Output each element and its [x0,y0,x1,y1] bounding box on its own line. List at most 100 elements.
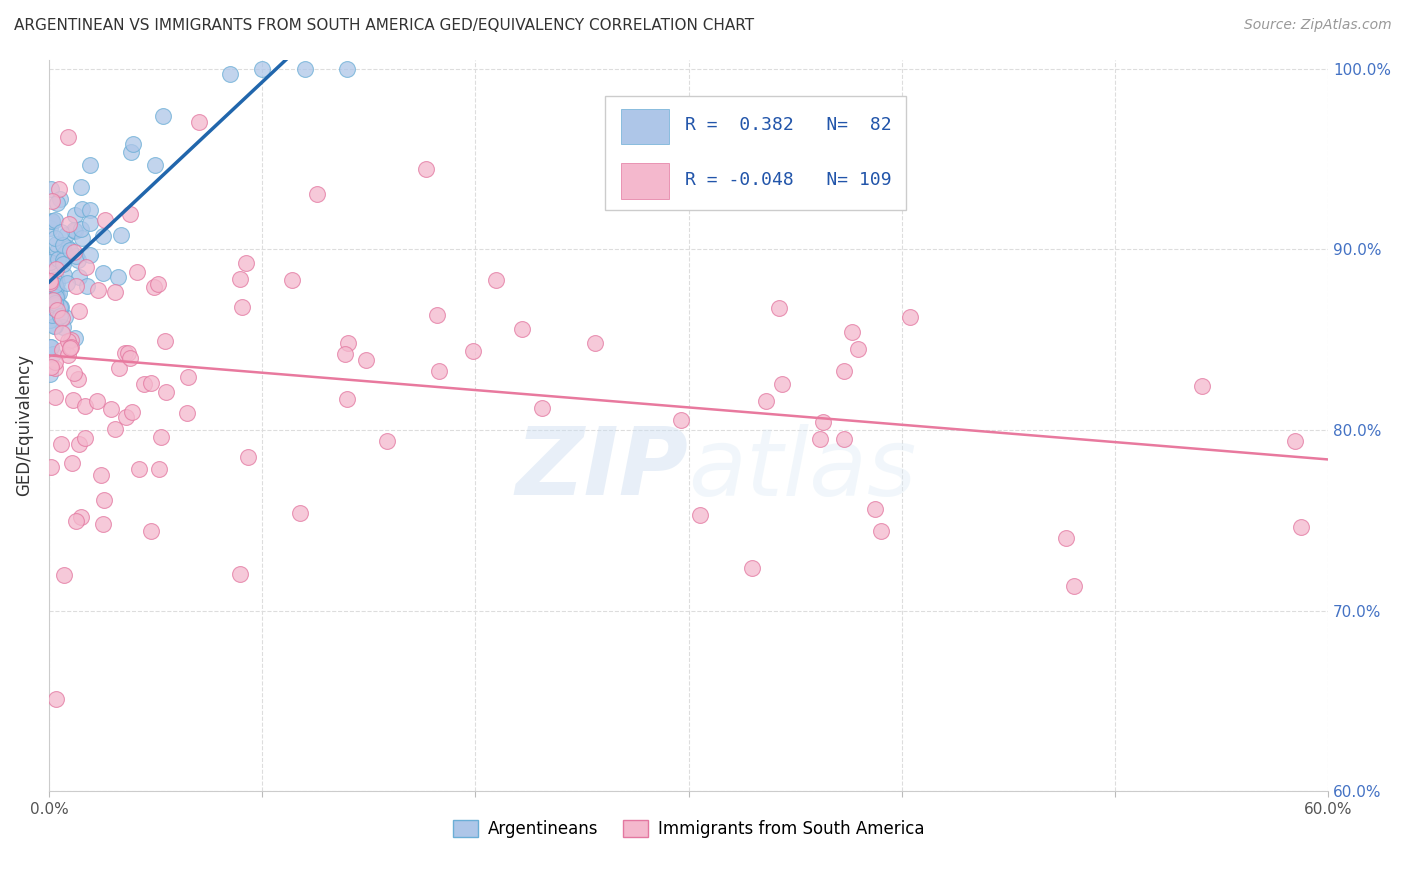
Text: ARGENTINEAN VS IMMIGRANTS FROM SOUTH AMERICA GED/EQUIVALENCY CORRELATION CHART: ARGENTINEAN VS IMMIGRANTS FROM SOUTH AME… [14,18,754,33]
Point [70,180,93,194]
Point [51,311,73,326]
Point [834,364,856,378]
Point [307,187,329,202]
Point [38,274,60,288]
Point [1284,434,1306,449]
Point [42,301,65,315]
Point [1063,579,1085,593]
Point [65,514,87,528]
Point [49,437,72,451]
Point [72,230,94,244]
Point [91,228,114,243]
Point [49,300,72,314]
Point [152,109,174,123]
Point [38,313,60,327]
Point [42,293,65,307]
Point [52,268,75,283]
Point [51,253,73,268]
Bar [621,163,669,199]
Point [67,270,90,285]
Point [841,325,863,339]
Point [44,213,66,227]
Point [134,377,156,392]
Point [48,310,70,324]
Point [58,244,80,258]
Point [808,432,831,446]
Point [44,361,66,376]
Point [41,265,63,279]
Point [44,390,66,404]
Point [48,182,70,196]
Point [1289,519,1312,533]
Point [45,237,67,252]
Point [86,393,108,408]
Point [848,343,870,357]
Text: atlas: atlas [689,424,917,515]
Point [41,194,63,208]
Point [69,436,91,450]
Point [139,524,162,538]
Point [143,279,166,293]
FancyBboxPatch shape [606,96,905,210]
Point [75,431,97,445]
Point [121,404,143,418]
Point [354,353,377,368]
Y-axis label: GED/Equivalency: GED/Equivalency [15,354,32,497]
Point [58,217,80,231]
Point [70,509,93,524]
Point [53,310,76,325]
Point [59,340,82,354]
Point [155,384,177,399]
Point [42,346,65,360]
Text: Source: ZipAtlas.com: Source: ZipAtlas.com [1244,18,1392,32]
Point [44,292,66,306]
Point [79,158,101,172]
Point [44,296,66,310]
Point [39,340,62,354]
Point [75,399,97,413]
Point [46,287,69,301]
Point [45,692,67,706]
Point [41,460,63,475]
Point [117,346,139,360]
Point [52,319,75,334]
Point [127,265,149,279]
Point [39,360,62,375]
Point [337,336,360,351]
Point [45,303,67,318]
Point [485,273,508,287]
Point [143,158,166,172]
Point [463,344,485,359]
Point [41,214,63,228]
Point [120,145,142,160]
Point [41,214,63,228]
Point [104,285,127,300]
Point [51,225,73,239]
Bar [621,109,669,144]
Point [104,422,127,436]
Point [79,216,101,230]
Point [530,401,553,416]
Point [107,270,129,285]
Point [49,254,72,268]
Point [55,227,77,242]
Point [120,351,142,366]
Point [336,62,359,76]
Point [44,355,66,369]
Point [65,249,87,263]
Point [44,290,66,304]
Point [79,247,101,261]
Point [336,392,359,406]
Point [87,283,110,297]
Text: R = -0.048   N= 109: R = -0.048 N= 109 [685,171,891,189]
Point [63,367,86,381]
Point [108,361,131,376]
Point [48,301,70,315]
Point [46,252,69,266]
Point [42,295,65,310]
Point [236,450,259,465]
Point [155,334,177,348]
Point [45,279,67,293]
Point [58,334,80,348]
Point [122,136,145,151]
